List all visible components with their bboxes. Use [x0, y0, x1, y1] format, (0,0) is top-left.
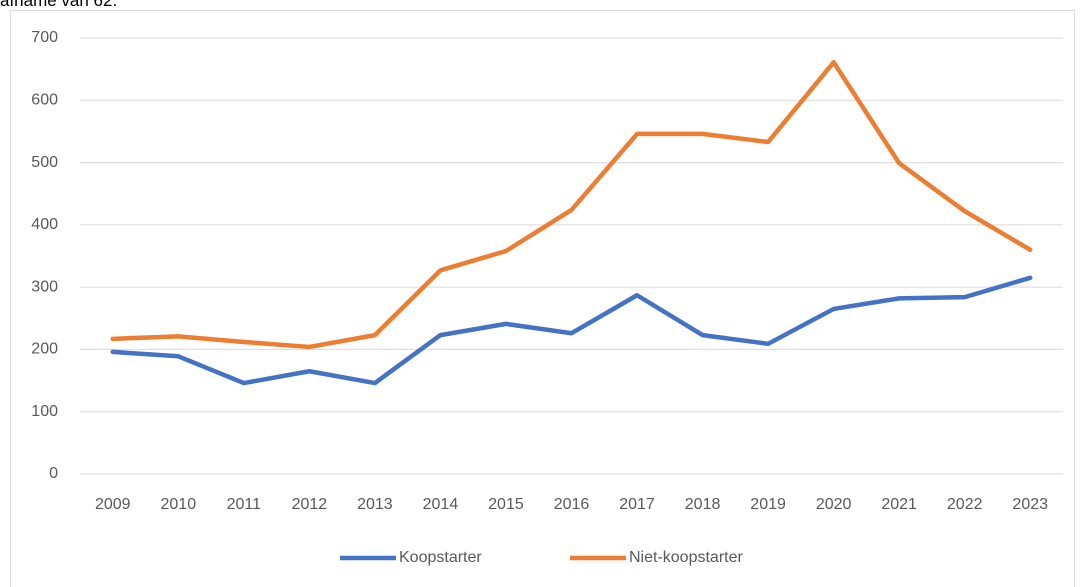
chart-border [10, 10, 1075, 587]
x-tick-label: 2021 [881, 496, 917, 513]
series-line [110, 275, 1033, 386]
x-tick-label: 2013 [357, 496, 393, 513]
x-tick-label: 2011 [227, 496, 262, 513]
x-tick-label: 2018 [685, 496, 721, 513]
y-tick-label: 300 [31, 278, 58, 295]
y-tick-label: 200 [31, 341, 58, 358]
y-tick-label: 500 [31, 154, 58, 171]
header-text: afname van 62. [0, 0, 118, 10]
y-tick-label: 0 [49, 465, 58, 482]
x-tick-label: 2019 [750, 496, 786, 513]
legend-label: Niet-koopstarter [629, 549, 743, 566]
y-tick-label: 600 [31, 92, 58, 109]
x-tick-label: 2014 [423, 496, 459, 513]
x-tick-label: 2023 [1012, 496, 1048, 513]
x-tick-label: 2020 [816, 496, 852, 513]
y-tick-label: 700 [31, 29, 58, 46]
series-line [110, 60, 1033, 350]
y-tick-label: 400 [31, 216, 58, 233]
x-tick-label: 2016 [554, 496, 590, 513]
x-tick-label: 2022 [947, 496, 983, 513]
legend-label: Koopstarter [399, 549, 482, 566]
x-tick-label: 2015 [488, 496, 524, 513]
x-tick-label: 2010 [161, 496, 197, 513]
x-tick-label: 2012 [292, 496, 328, 513]
x-tick-label: 2017 [619, 496, 655, 513]
y-tick-label: 100 [31, 403, 58, 420]
x-tick-label: 2009 [95, 496, 131, 513]
